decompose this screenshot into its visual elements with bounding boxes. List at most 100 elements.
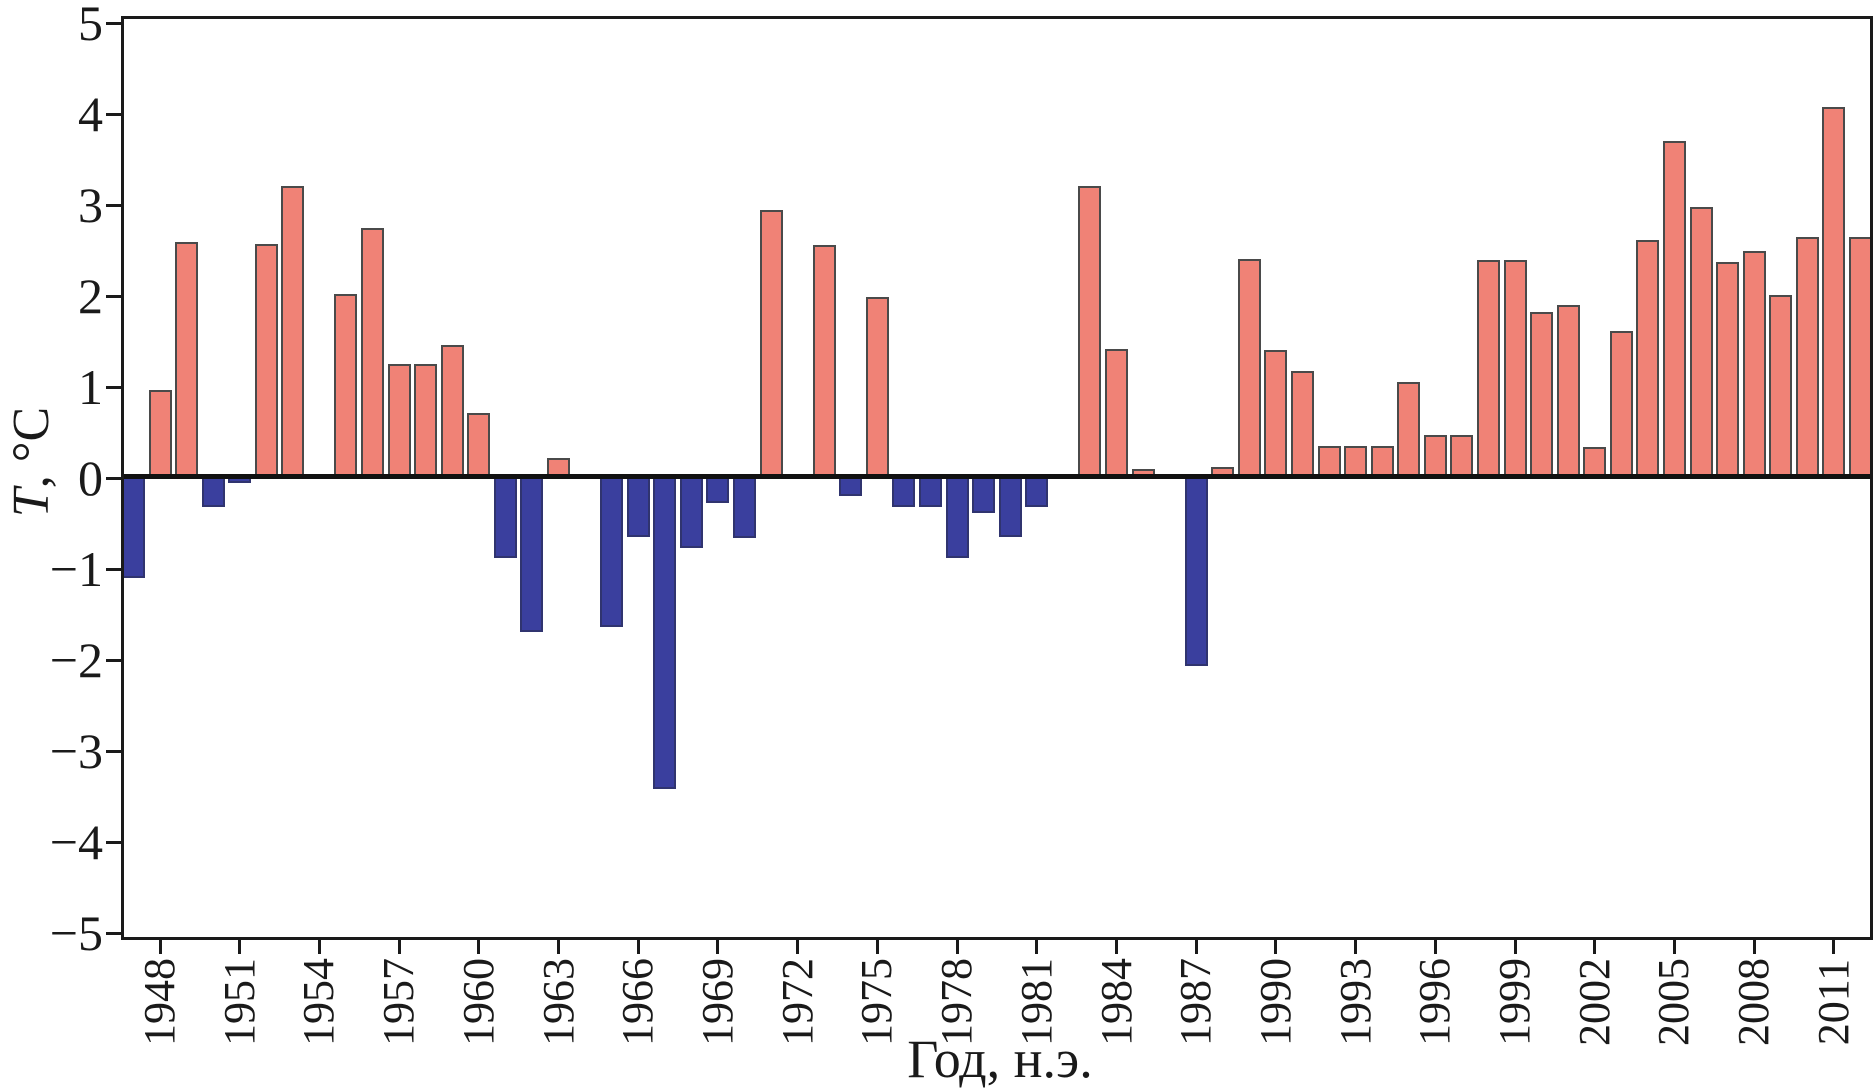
bar-2010 — [1795, 236, 1819, 476]
x-tick-2008 — [1752, 940, 1756, 954]
x-tick-1999 — [1513, 940, 1517, 954]
bar-1968 — [679, 476, 703, 549]
x-tick-label-2002: 2002 — [1569, 958, 1619, 1046]
y-tick--4 — [106, 840, 121, 844]
bar-2008 — [1742, 251, 1766, 476]
x-tick-1978 — [955, 940, 959, 954]
bar-2005 — [1662, 141, 1686, 476]
bar-1989 — [1237, 258, 1261, 476]
y-tick-label-5: 5 — [78, 0, 103, 51]
x-axis-title: Год, н.э. — [907, 1029, 1093, 1089]
bar-1961 — [493, 476, 517, 559]
x-tick-label-1987: 1987 — [1171, 958, 1221, 1046]
x-tick-1963 — [557, 940, 561, 954]
x-tick-1948 — [158, 940, 162, 954]
bar-1992 — [1317, 445, 1341, 476]
y-tick-label--3: −3 — [49, 723, 103, 779]
x-tick-label-1954: 1954 — [294, 958, 344, 1046]
bar-1953 — [281, 185, 305, 476]
bar-1999 — [1503, 260, 1527, 476]
y-tick-1 — [106, 385, 121, 389]
y-tick-label-4: 4 — [78, 86, 103, 142]
bar-1969 — [706, 476, 730, 503]
x-tick-label-1969: 1969 — [692, 958, 742, 1046]
bar-1971 — [759, 210, 783, 476]
x-tick-1972 — [796, 940, 800, 954]
x-tick-label-1951: 1951 — [214, 958, 264, 1046]
bar-1965 — [600, 476, 624, 628]
x-tick-2011 — [1832, 940, 1836, 954]
bar-2009 — [1769, 294, 1793, 476]
y-tick-label-3: 3 — [78, 177, 103, 233]
bar-2006 — [1689, 206, 1713, 476]
x-tick-1954 — [317, 940, 321, 954]
x-tick-label-1993: 1993 — [1330, 958, 1380, 1046]
y-tick-5 — [106, 21, 121, 25]
bar-1996 — [1423, 435, 1447, 476]
x-tick-label-1996: 1996 — [1410, 958, 1460, 1046]
x-tick-1996 — [1433, 940, 1437, 954]
y-tick-label--2: −2 — [49, 632, 103, 688]
x-tick-1975 — [875, 940, 879, 954]
bar-1974 — [839, 476, 863, 497]
y-tick-label-2: 2 — [78, 268, 103, 324]
bar-1991 — [1291, 371, 1314, 476]
bar-1981 — [1025, 476, 1049, 508]
bar-2000 — [1530, 312, 1554, 476]
bar-2001 — [1556, 304, 1580, 476]
x-tick-label-2005: 2005 — [1649, 958, 1699, 1046]
bar-1957 — [387, 364, 411, 476]
y-tick-3 — [106, 203, 121, 207]
bar-1984 — [1105, 348, 1129, 476]
bar-1998 — [1477, 260, 1500, 476]
bar-1966 — [626, 476, 650, 538]
y-tick--5 — [106, 931, 121, 935]
x-tick-2002 — [1593, 940, 1597, 954]
x-tick-label-1963: 1963 — [533, 958, 583, 1046]
bar-2012 — [1848, 236, 1872, 476]
x-tick-label-1960: 1960 — [453, 958, 503, 1046]
bar-1949 — [175, 242, 199, 476]
bar-1995 — [1397, 382, 1421, 476]
x-tick-1969 — [716, 940, 720, 954]
bar-2002 — [1583, 446, 1607, 476]
x-tick-label-1957: 1957 — [374, 958, 424, 1046]
x-tick-label-1972: 1972 — [772, 958, 822, 1046]
y-tick-0 — [106, 476, 121, 480]
x-tick-label-1990: 1990 — [1250, 958, 1300, 1046]
bar-2007 — [1716, 262, 1740, 476]
x-tick-label-1981: 1981 — [1011, 958, 1061, 1046]
bar-1960 — [467, 413, 491, 476]
bar-1959 — [440, 344, 464, 476]
bar-2003 — [1609, 331, 1633, 476]
x-tick-label-2008: 2008 — [1729, 958, 1779, 1046]
x-tick-1981 — [1035, 940, 1039, 954]
bar-1950 — [201, 476, 225, 508]
bar-1948 — [148, 389, 172, 476]
bar-1976 — [892, 476, 916, 508]
x-tick-1960 — [477, 940, 481, 954]
bar-1979 — [972, 476, 996, 514]
bar-1952 — [254, 243, 278, 476]
bar-1967 — [653, 476, 677, 790]
y-tick-label-0: 0 — [78, 450, 103, 506]
x-tick-label-1984: 1984 — [1091, 958, 1141, 1046]
bar-1962 — [520, 476, 544, 632]
bar-1987 — [1184, 476, 1208, 667]
y-tick--2 — [106, 658, 121, 662]
bar-1975 — [865, 296, 889, 476]
y-tick-label-1: 1 — [78, 359, 103, 415]
bar-1994 — [1370, 445, 1394, 476]
bar-1993 — [1344, 445, 1368, 476]
bar-1990 — [1264, 350, 1288, 476]
zero-line — [124, 474, 1870, 479]
x-tick-label-1975: 1975 — [852, 958, 902, 1046]
x-tick-1987 — [1194, 940, 1198, 954]
bar-1958 — [414, 364, 438, 476]
x-tick-1993 — [1354, 940, 1358, 954]
x-tick-label-1948: 1948 — [135, 958, 184, 1046]
x-tick-label-2011: 2011 — [1808, 958, 1858, 1046]
bar-1983 — [1078, 185, 1102, 476]
bar-2011 — [1822, 107, 1846, 476]
